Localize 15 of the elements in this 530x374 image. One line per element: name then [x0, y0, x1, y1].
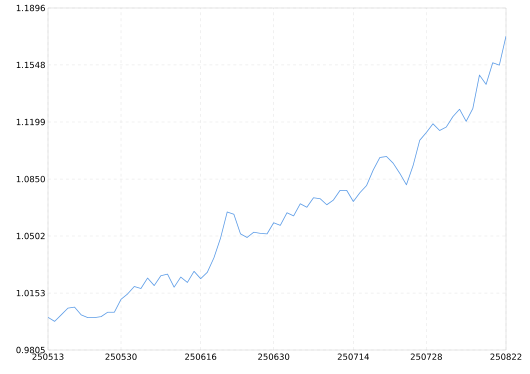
x-tick-label: 250630: [258, 354, 290, 360]
y-tick-label: 1.0502: [16, 232, 45, 240]
y-tick-label: 1.1199: [16, 118, 45, 126]
y-tick-label: 0.9805: [16, 346, 45, 354]
x-tick-label: 250513: [32, 354, 64, 360]
y-tick-label: 1.1896: [16, 4, 45, 12]
y-tick-label: 1.1548: [16, 62, 45, 68]
x-tick-label: 250714: [338, 354, 370, 360]
y-tick-label: 1.0850: [16, 176, 45, 182]
y-tick-label: 1.0153: [16, 290, 45, 296]
x-tick-label: 250530: [105, 354, 137, 360]
x-tick-label: 250728: [410, 354, 442, 360]
x-tick-label: 250616: [185, 354, 216, 360]
x-tick-label: 250822: [490, 354, 522, 360]
line-series: [48, 36, 506, 322]
